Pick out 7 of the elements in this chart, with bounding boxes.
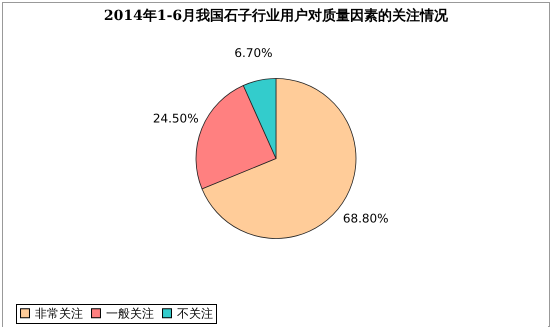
data-label: 6.70% — [234, 46, 272, 60]
data-label: 24.50% — [152, 111, 199, 126]
chart-title: 2014年1-6月我国石子行业用户对质量因素的关注情况 — [104, 7, 450, 24]
legend-label: 不关注 — [177, 306, 213, 320]
legend-label: 非常关注 — [35, 306, 83, 320]
legend-label: 一般关注 — [106, 306, 154, 320]
data-label: 68.80% — [342, 212, 389, 226]
